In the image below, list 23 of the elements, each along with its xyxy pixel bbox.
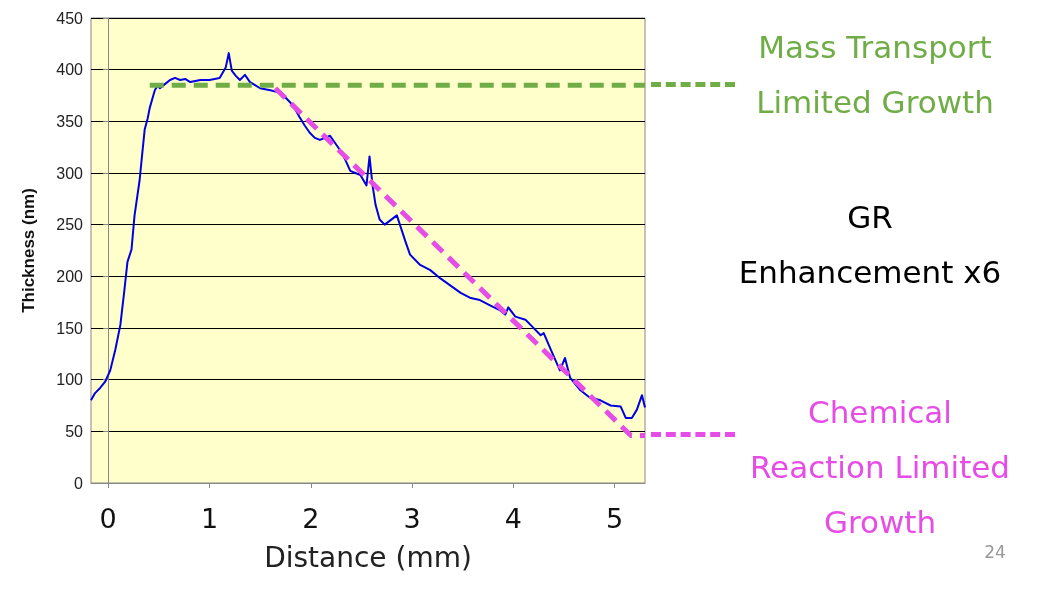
y-tick-label: 400 bbox=[56, 61, 84, 79]
x-tick-label: 3 bbox=[403, 503, 421, 534]
x-axis-title: Distance (mm) bbox=[264, 540, 472, 574]
y-tick-label: 0 bbox=[74, 474, 84, 492]
y-axis-title: Thickness (nm) bbox=[19, 188, 38, 313]
y-tick-label: 150 bbox=[56, 319, 84, 337]
y-tick-label: 250 bbox=[56, 216, 84, 234]
y-tick-label: 350 bbox=[56, 112, 84, 130]
x-tick-label: 2 bbox=[302, 503, 320, 534]
x-tick-label: 4 bbox=[504, 503, 522, 534]
text: 24 bbox=[983, 541, 1007, 564]
text: Mass Transport Limited Growth bbox=[755, 28, 995, 122]
y-tick-label: 450 bbox=[56, 9, 84, 27]
x-tick-label: 1 bbox=[200, 503, 219, 534]
line-series bbox=[90, 52, 646, 419]
y-tick-label: 50 bbox=[65, 422, 84, 440]
y-tick-label: 200 bbox=[56, 267, 84, 285]
text: Chemical Reaction Limited Growth bbox=[749, 394, 1011, 540]
x-tick-label: 5 bbox=[606, 503, 624, 534]
y-tick-label: 300 bbox=[56, 164, 84, 182]
x-tick-label: 0 bbox=[99, 503, 117, 534]
text: GR Enhancement x6 bbox=[737, 198, 1003, 292]
y-tick-label: 100 bbox=[56, 371, 84, 389]
